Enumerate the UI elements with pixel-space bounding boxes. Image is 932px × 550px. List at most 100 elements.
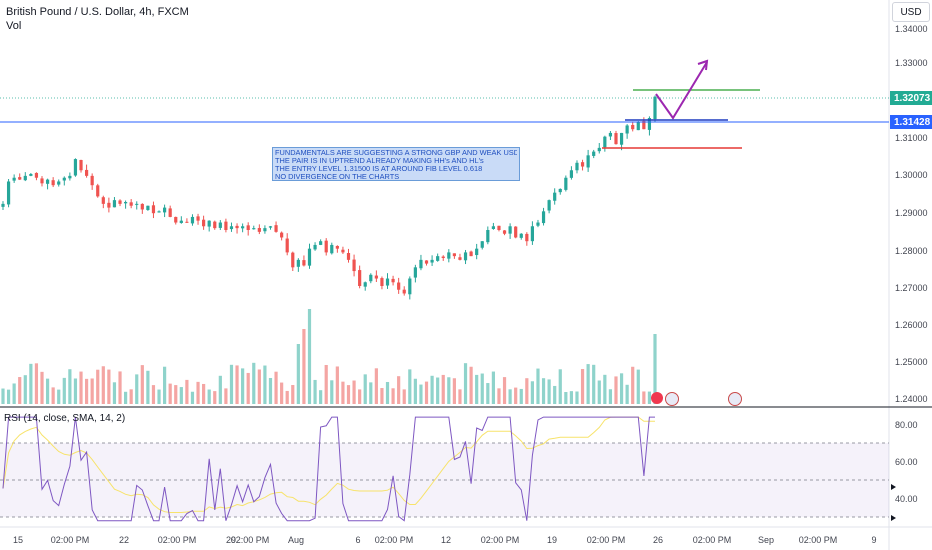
candle-body — [580, 162, 585, 167]
volume-bar — [307, 309, 312, 404]
rsi-line — [2, 416, 655, 522]
volume-bar — [129, 389, 133, 404]
volume-bar — [358, 389, 362, 404]
time-tick: 02:00 PM — [157, 535, 197, 545]
volume-bar — [391, 388, 395, 404]
candle-body — [118, 200, 122, 204]
candle-body — [558, 188, 562, 193]
volume-bar — [34, 363, 39, 404]
candle-body — [151, 205, 156, 214]
candle-body — [263, 228, 267, 232]
candle-body — [45, 179, 50, 184]
volume-bar — [374, 368, 378, 404]
candle-body — [196, 216, 200, 221]
candle-body — [90, 175, 94, 186]
volume-bar — [491, 371, 495, 404]
volume-bar — [369, 382, 373, 404]
candle-body — [84, 169, 89, 176]
volume-bar — [508, 389, 512, 404]
volume-bar — [541, 378, 546, 404]
event-flag-icon[interactable] — [651, 392, 663, 404]
volume-bar — [402, 389, 406, 404]
volume-bar — [101, 366, 105, 404]
candle-body — [625, 125, 629, 134]
candle-body — [603, 136, 607, 148]
price-tick: 1.30000 — [895, 170, 928, 180]
candle-body — [519, 233, 523, 238]
volume-bar — [107, 369, 111, 404]
volume-bar — [90, 378, 94, 404]
candle-body — [179, 220, 183, 223]
candle-body — [324, 240, 328, 253]
volume-bar — [341, 381, 345, 404]
us-flag-icon[interactable] — [665, 392, 679, 406]
volume-bar — [224, 388, 228, 404]
volume-bar — [441, 374, 445, 404]
volume-bar — [447, 377, 451, 404]
volume-bar — [207, 389, 211, 404]
analysis-note[interactable]: FUNDAMENTALS ARE SUGGESTING A STRONG GBP… — [272, 147, 520, 181]
candle-body — [346, 253, 351, 260]
volume-bar — [280, 382, 284, 404]
volume-bars — [1, 309, 657, 404]
projected-path-line[interactable] — [655, 61, 708, 120]
time-tick: Sep — [757, 535, 775, 545]
rsi-tick: 80.00 — [895, 420, 918, 430]
price-tick: 1.26000 — [895, 320, 928, 330]
candle-body — [23, 175, 27, 181]
time-tick: 02:00 PM — [230, 535, 270, 545]
volume-bar — [135, 374, 139, 404]
candle-body — [608, 132, 613, 137]
candle-body — [352, 259, 356, 272]
candle-body — [374, 275, 378, 279]
candle-body — [508, 226, 512, 234]
candle-body — [525, 233, 529, 242]
candle-body — [146, 205, 150, 210]
volume-bar — [519, 388, 523, 404]
candle-body — [123, 202, 128, 204]
time-tick: 02:00 PM — [50, 535, 90, 545]
volume-bar — [575, 391, 579, 404]
volume-bar — [553, 385, 557, 404]
candle-body — [6, 181, 11, 205]
candle-body — [274, 225, 278, 232]
candle-body — [335, 245, 339, 249]
volume-bar — [330, 380, 334, 404]
time-tick: 02:00 PM — [374, 535, 414, 545]
candle-body — [441, 256, 445, 258]
candle-body — [218, 222, 222, 228]
candle-body — [229, 226, 234, 230]
candle-body — [68, 175, 72, 179]
time-tick: 29 — [225, 535, 237, 545]
candle-body — [447, 252, 451, 259]
candle-body — [631, 124, 635, 130]
volume-bar — [642, 391, 646, 404]
volume-bar — [497, 388, 501, 404]
price-tick: 1.31000 — [895, 133, 928, 143]
candle-body — [107, 202, 111, 208]
candle-body — [12, 177, 16, 181]
volume-bar — [202, 383, 206, 404]
price-tick: 1.33000 — [895, 58, 928, 68]
volume-bar — [51, 387, 55, 404]
volume-bar — [530, 381, 535, 404]
candle-body — [34, 172, 39, 178]
volume-bar — [636, 369, 640, 404]
us-flag-icon[interactable] — [728, 392, 742, 406]
candle-body — [391, 278, 395, 283]
time-tick: 02:00 PM — [480, 535, 520, 545]
volume-bar — [313, 379, 317, 404]
volume-bar — [475, 374, 479, 404]
rsi-indicator-label[interactable]: RSI (14, close, SMA, 14, 2) — [4, 413, 126, 424]
candle-body — [235, 225, 239, 229]
volume-bar — [29, 363, 33, 404]
volume-bar — [580, 369, 585, 404]
currency-button[interactable]: USD — [892, 2, 930, 22]
candle-body — [463, 252, 468, 261]
volume-bar — [608, 389, 613, 404]
volume-bar — [385, 381, 390, 404]
time-tick: 02:00 PM — [798, 535, 838, 545]
volume-bar — [118, 371, 122, 404]
volume-bar — [140, 365, 144, 404]
